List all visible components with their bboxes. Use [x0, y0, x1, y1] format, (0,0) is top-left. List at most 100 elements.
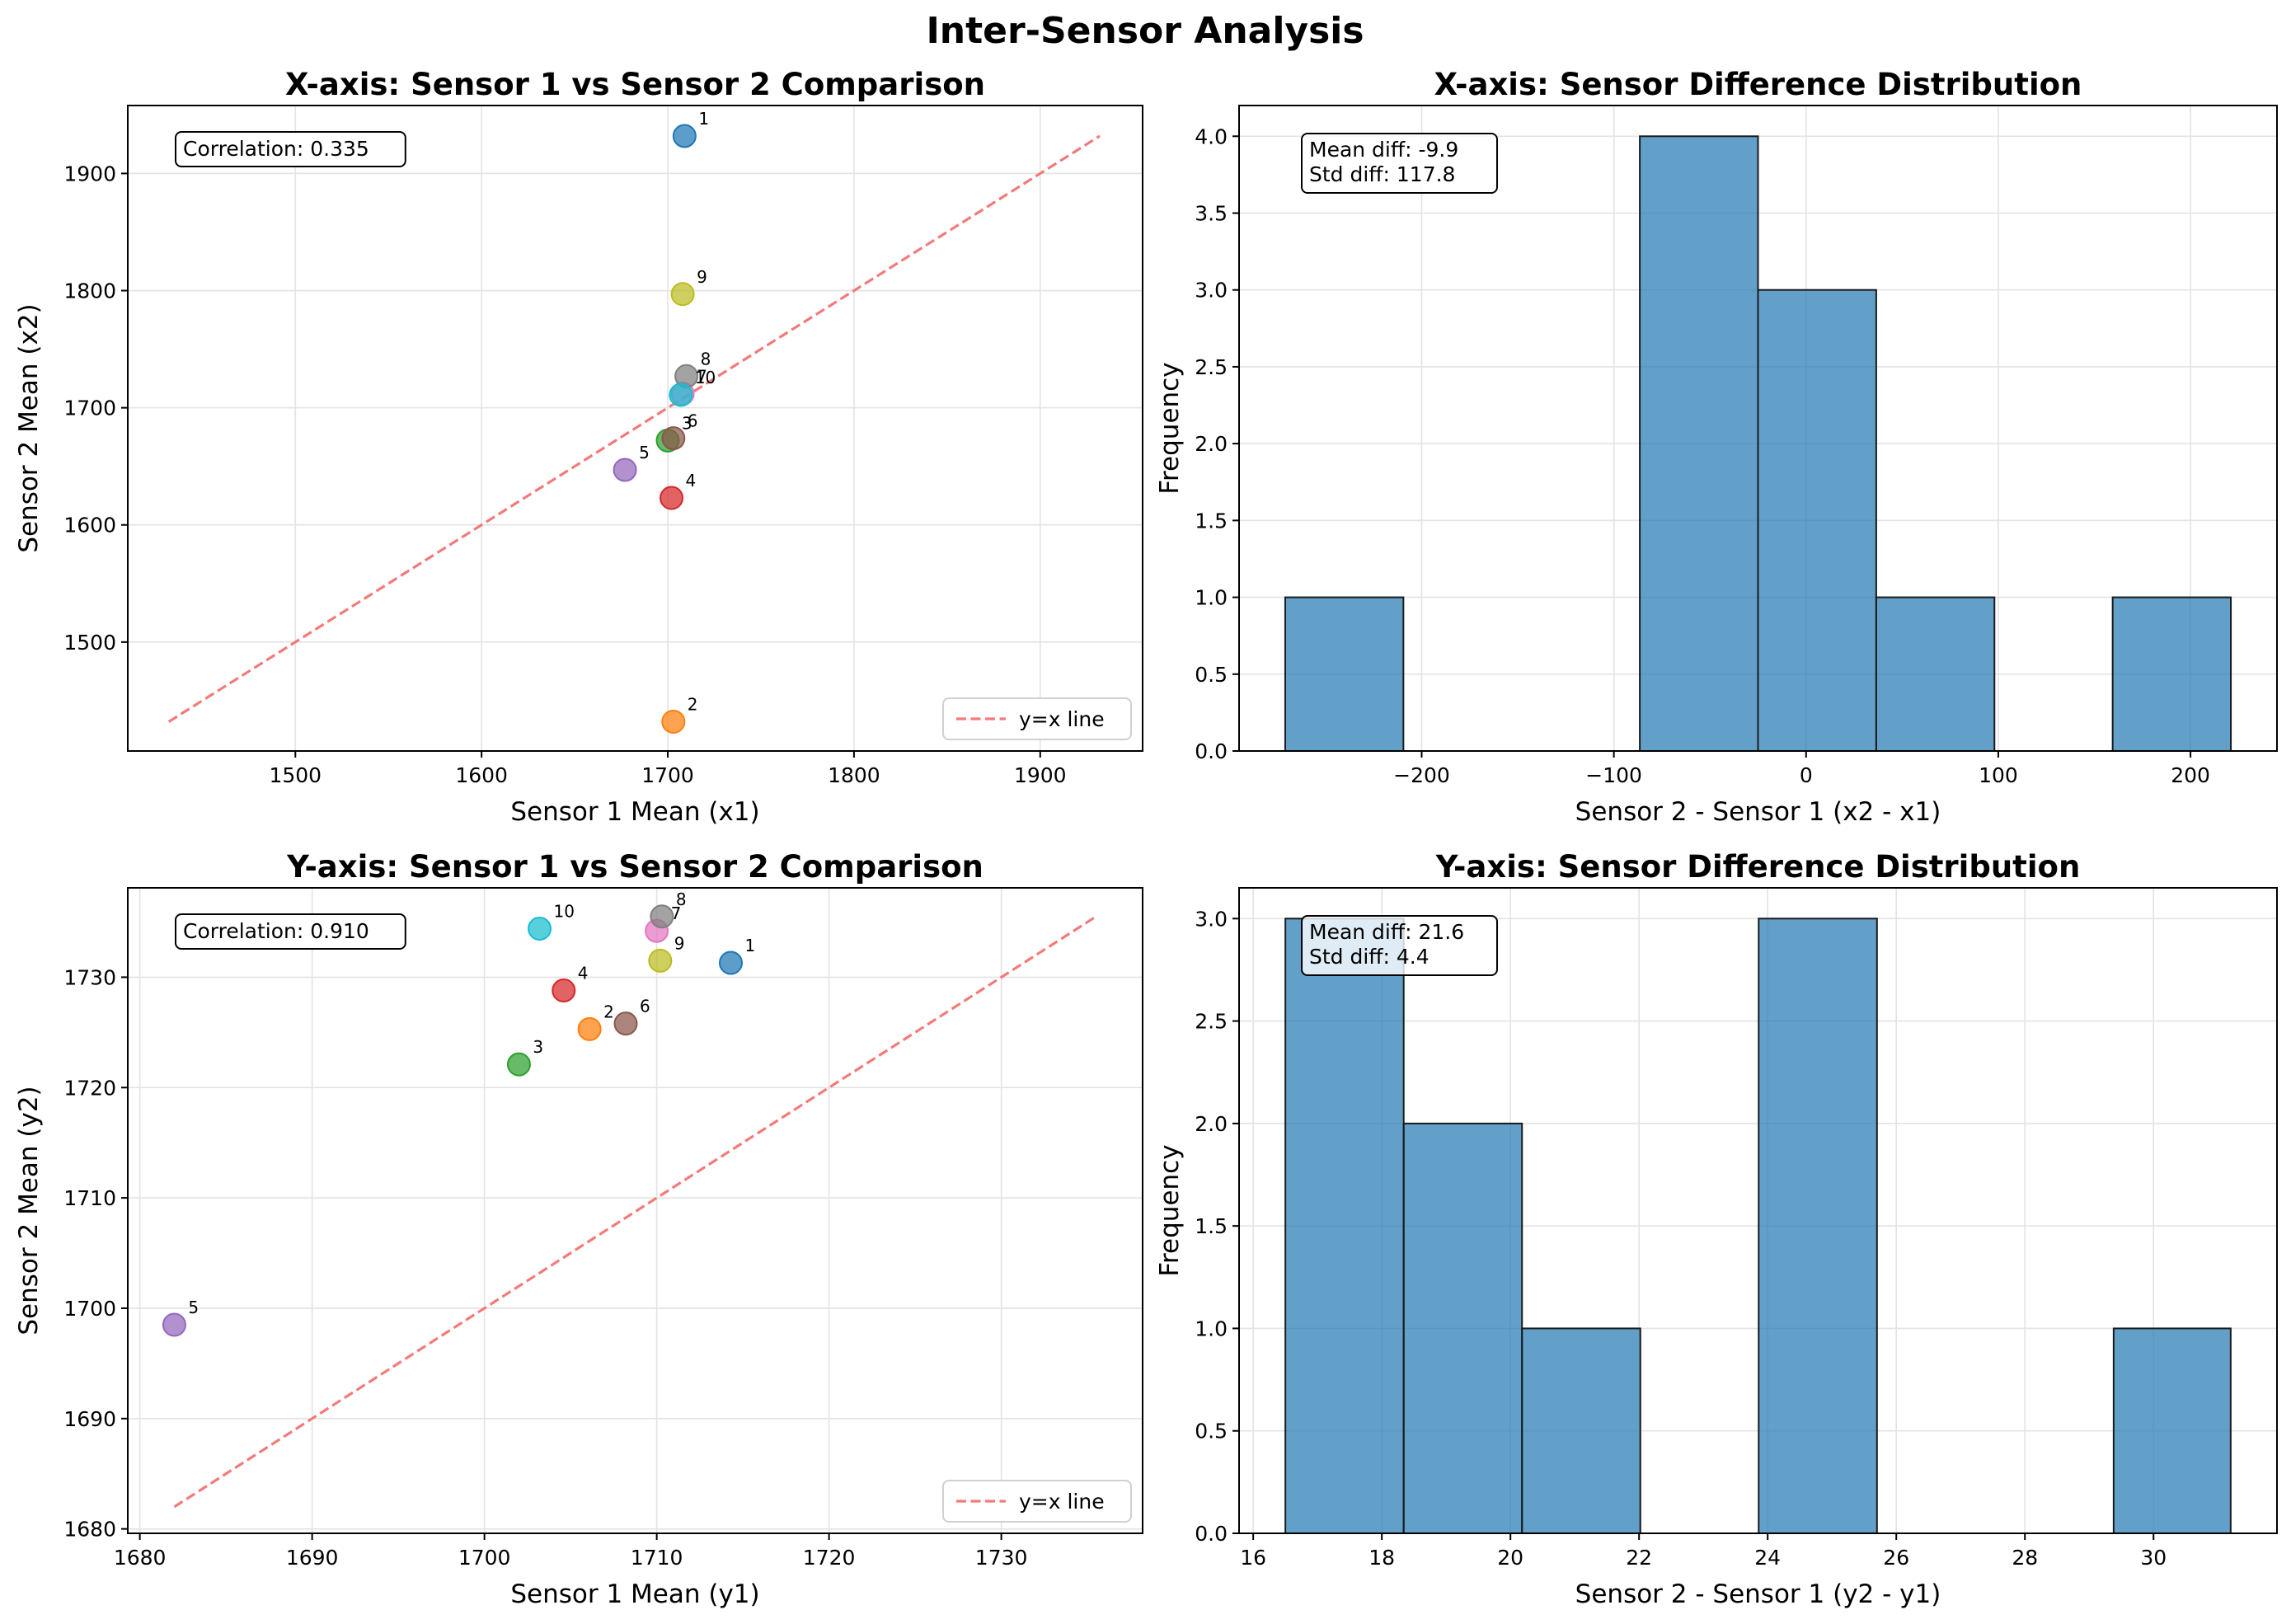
y-tick-label: 1690 [63, 1407, 116, 1431]
y-tick-label: 0.5 [1195, 663, 1228, 687]
y-tick-label: 3.0 [1195, 279, 1228, 303]
scatter-point [670, 282, 695, 307]
y-tick-label: 1720 [63, 1076, 116, 1100]
point-label: 1 [744, 936, 755, 955]
std-diff-text: Std diff: 4.4 [1309, 945, 1430, 969]
correlation-text: Correlation: 0.910 [183, 919, 369, 943]
x-tick-label: 24 [1754, 1546, 1781, 1570]
scatter-point [648, 948, 673, 973]
point-label: 8 [676, 889, 687, 909]
y-tick-label: 2.5 [1195, 1010, 1228, 1034]
y-tick-label: 4.0 [1195, 124, 1228, 148]
scatter-point [660, 486, 684, 510]
point-label: 2 [688, 694, 698, 714]
axes-frame [1238, 887, 2278, 1534]
annotation-box [175, 913, 406, 950]
point-label: 10 [554, 902, 575, 922]
y-tick-label: 3.0 [1195, 907, 1228, 931]
axes-frame [127, 887, 1143, 1534]
correlation-annotation: Correlation: 0.335 [175, 131, 406, 167]
panel-y-scatter: 1 2 3 4 5 6 78 9 10 Correlation: 0.910 y=x line 168… [14, 849, 1143, 1609]
point-label: 1 [698, 109, 709, 129]
y-tick-label: 1800 [63, 279, 116, 303]
point-label: 8 [701, 349, 711, 368]
panel-title: X-axis: Sensor 1 vs Sensor 2 Comparison [285, 67, 985, 102]
histogram-bar [1402, 1122, 1523, 1533]
panel-title: Y-axis: Sensor 1 vs Sensor 2 Comparison [286, 849, 984, 885]
y-tick-label: 0.0 [1195, 739, 1228, 763]
x-tick-label: 1700 [641, 763, 694, 787]
scatter-point [669, 383, 693, 407]
y-axis-label: Sensor 2 Mean (x2) [14, 303, 44, 552]
y-tick-label: 1730 [63, 965, 116, 989]
legend-box [942, 697, 1132, 740]
y-tick-label: 1500 [63, 631, 116, 655]
plot-area [1284, 918, 2232, 1533]
x-tick-label: 1730 [975, 1546, 1028, 1570]
point-label: 7 [697, 367, 707, 387]
histogram-bar [2111, 596, 2232, 751]
x-tick-label: 1900 [1014, 763, 1067, 787]
point-label: 5 [188, 1298, 199, 1317]
point-label: 5 [639, 443, 650, 462]
correlation-annotation: Correlation: 0.910 [175, 913, 406, 950]
y-tick-label: 1700 [63, 397, 116, 420]
scatter-point [672, 124, 697, 148]
x-tick-label: 1720 [803, 1546, 856, 1570]
x-tick-label: 30 [2140, 1546, 2167, 1570]
scatter-point [162, 1312, 186, 1337]
annotation-box [1301, 915, 1498, 976]
legend-label: y=x line [1019, 707, 1105, 731]
x-tick-label: 28 [2012, 1546, 2038, 1570]
x-tick-label: 1710 [631, 1546, 683, 1570]
y-tick-label: 2.0 [1195, 1112, 1228, 1136]
scatter-point [650, 904, 674, 929]
y-tick-label: 2.5 [1195, 355, 1228, 379]
histogram-bar [1521, 1327, 1641, 1533]
y-tick-label: 0.0 [1195, 1522, 1228, 1546]
y-tick-label: 1900 [63, 162, 116, 185]
legend-box [942, 1480, 1132, 1523]
reference-line [173, 915, 1097, 1509]
scatter-point [528, 917, 552, 941]
x-tick-label: 16 [1240, 1546, 1266, 1570]
legend: y=x line [942, 1480, 1132, 1523]
point-label: 4 [686, 471, 697, 490]
point-label: 3 [682, 413, 692, 433]
y-tick-label: 1700 [63, 1297, 116, 1321]
annotation-box [1301, 133, 1498, 194]
point-label: 9 [697, 267, 707, 287]
point-label: 10 [695, 368, 716, 387]
point-label: 6 [640, 997, 650, 1016]
annotation-box [175, 131, 406, 167]
y-tick-label: 1600 [63, 514, 116, 537]
y-tick-label: 0.5 [1195, 1420, 1228, 1443]
y-axis-label: Sensor 2 Mean (y2) [14, 1086, 44, 1335]
y-axis-label: Frequency [1155, 1144, 1185, 1276]
scatter-point [506, 1052, 531, 1077]
y-tick-label: 1710 [63, 1186, 116, 1210]
x-axis-label: Sensor 1 Mean (y1) [510, 1579, 759, 1609]
scatter-point [613, 1011, 638, 1036]
x-axis-label: Sensor 1 Mean (x1) [510, 797, 759, 827]
y-tick-label: 1.5 [1195, 1214, 1228, 1238]
correlation-text: Correlation: 0.335 [183, 137, 369, 161]
x-tick-label: 100 [1979, 763, 2018, 787]
y-tick-label: 1680 [63, 1518, 116, 1542]
legend-label: y=x line [1019, 1490, 1105, 1514]
x-tick-label: 18 [1368, 1546, 1395, 1570]
panel-x-scatter: 1 2 3 4 5 6 78 9 10 Correlation: 0.335 y=x line 150… [14, 67, 1143, 827]
x-tick-label: 1700 [458, 1546, 511, 1570]
scatter-point [577, 1016, 602, 1041]
histogram-bar [1758, 918, 1878, 1533]
axes-frame [127, 105, 1143, 752]
y-tick-label: 1.5 [1195, 509, 1228, 533]
scatter-point [661, 709, 686, 734]
plot-area [167, 124, 1101, 734]
